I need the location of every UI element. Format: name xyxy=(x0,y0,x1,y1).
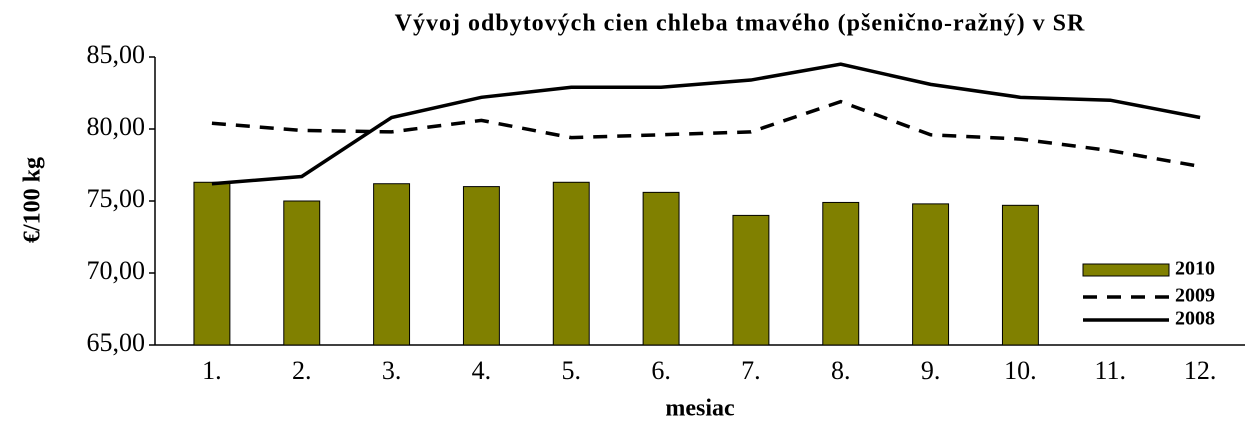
legend-label: 2010 xyxy=(1175,258,1215,280)
x-tick-label: 4. xyxy=(472,356,492,385)
chart-title: Vývoj odbytových cien chleba tmavého (pš… xyxy=(395,11,1086,37)
bar xyxy=(642,191,680,346)
line xyxy=(211,62,1201,186)
x-tick-label: 6. xyxy=(651,356,671,385)
x-axis-label: mesiac xyxy=(665,396,735,422)
x-tick-label: 1. xyxy=(202,356,222,385)
x-tick-label: 2. xyxy=(292,356,312,385)
bar xyxy=(1001,204,1039,346)
x-tick-label: 8. xyxy=(831,356,851,385)
x-tick-label: 11. xyxy=(1094,356,1126,385)
bar xyxy=(822,201,860,346)
y-tick-label: 70,00 xyxy=(87,256,146,285)
bar xyxy=(193,181,231,346)
x-tick-label: 10. xyxy=(1004,356,1037,385)
y-tick-label: 85,00 xyxy=(87,40,146,69)
bar xyxy=(283,200,321,346)
legend-swatch xyxy=(1082,263,1170,277)
x-tick-label: 12. xyxy=(1184,356,1217,385)
bar xyxy=(462,186,500,346)
y-axis-label: €/100 kg xyxy=(20,157,46,243)
bar xyxy=(732,214,770,346)
x-tick-label: 9. xyxy=(921,356,941,385)
bar xyxy=(552,181,590,346)
y-tick-label: 75,00 xyxy=(87,184,146,213)
legend-label: 2009 xyxy=(1175,285,1215,307)
x-tick-label: 5. xyxy=(562,356,582,385)
bar xyxy=(373,183,411,346)
y-tick-label: 65,00 xyxy=(87,328,146,357)
bar xyxy=(912,203,950,346)
x-tick-label: 7. xyxy=(741,356,761,385)
y-tick-label: 80,00 xyxy=(87,112,146,141)
x-tick-label: 3. xyxy=(382,356,402,385)
legend-label: 2008 xyxy=(1175,308,1215,330)
line xyxy=(211,99,1201,169)
